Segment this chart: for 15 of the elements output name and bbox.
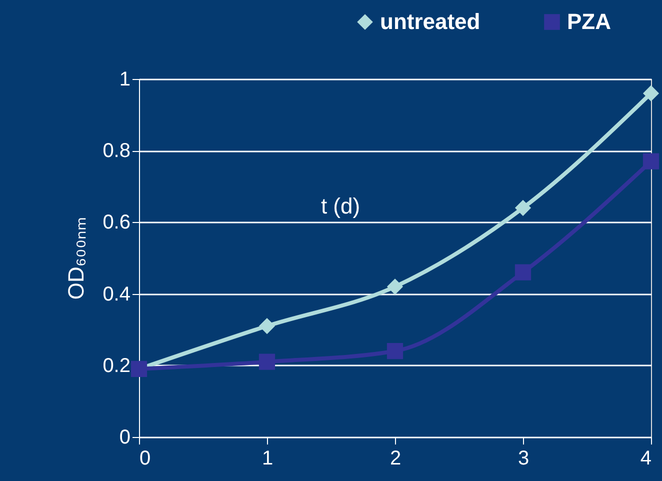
- y-tick-label: 0.2: [102, 354, 130, 377]
- legend-label: PZA: [567, 9, 612, 34]
- x-tick-label: 0: [140, 448, 151, 470]
- y-axis-title: OD₆₀₀ₙₘ: [64, 217, 89, 300]
- x-tick-label: 2: [390, 448, 402, 470]
- x-axis-title: t (d): [320, 194, 360, 218]
- x-tick-label: 4: [640, 448, 652, 470]
- y-tick-label: 0.8: [102, 140, 130, 162]
- y-tick-label: 0.4: [102, 283, 130, 306]
- y-tick-label: 1: [119, 68, 130, 90]
- x-tick-label: 1: [262, 448, 274, 470]
- legend-label: untreated: [380, 9, 480, 34]
- y-tick-label: 0.6: [102, 212, 130, 234]
- x-tick-label: 3: [518, 448, 530, 470]
- y-tick-label: 0: [119, 426, 130, 448]
